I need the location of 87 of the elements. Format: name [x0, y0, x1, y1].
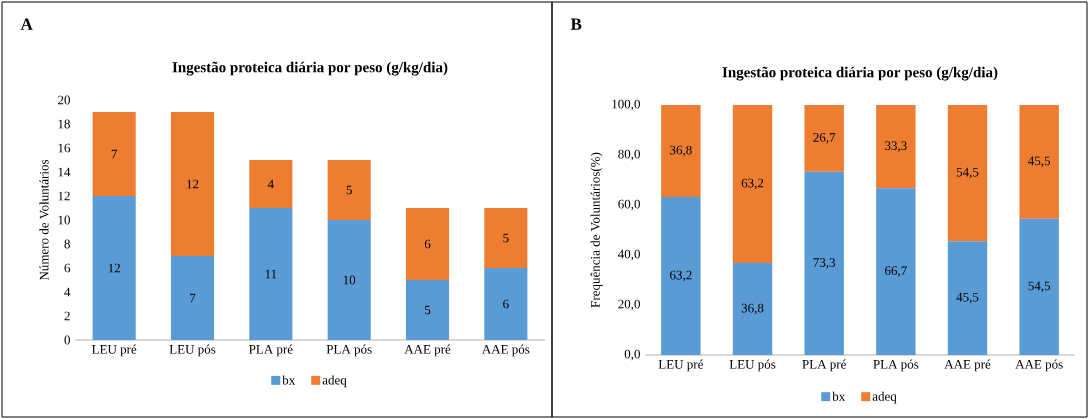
legend-label: adeq [322, 375, 347, 388]
legend-label: adeq [872, 391, 897, 404]
x-tick-label: PLA pós [326, 344, 372, 357]
data-label: 26,7 [813, 133, 836, 144]
x-tick-label: PLA pós [873, 359, 919, 372]
bar [732, 263, 773, 355]
bar [947, 105, 988, 242]
y-tick-label: 12 [58, 191, 70, 201]
y-tick-label: 14 [58, 167, 71, 177]
x-tick-label: PLA pré [249, 344, 293, 357]
y-tick-label: 20,0 [618, 299, 640, 311]
bar [170, 256, 215, 340]
chart-title: Ingestão proteica diária por peso (g/kg/dia) [172, 61, 448, 76]
bar [249, 208, 293, 340]
text: B [570, 18, 582, 30]
data-label: 7 [190, 293, 196, 303]
text: A [20, 18, 33, 30]
data-label: 12 [187, 179, 199, 189]
y-axis-title: Número de Voluntários [39, 159, 49, 281]
bar [661, 197, 701, 355]
bar [1019, 218, 1059, 355]
x-tick-label: LEU pós [169, 344, 216, 357]
legend-label: bx [832, 391, 846, 401]
y-tick-label: 16 [58, 143, 71, 153]
x-tick-label: AAE pós [481, 344, 530, 357]
y-tick-label: 4 [64, 287, 71, 297]
data-label: 6 [424, 239, 431, 249]
bar [804, 105, 844, 172]
bar [327, 220, 371, 340]
chart-title: Ingestão proteica diária por peso (g/kg/dia) [722, 66, 998, 81]
y-tick-label: 18 [58, 119, 70, 129]
bar [947, 241, 988, 355]
data-label: 45,5 [956, 292, 979, 304]
bar [1019, 105, 1059, 219]
data-label: 73,3 [813, 258, 836, 269]
bar [484, 268, 528, 340]
data-label: 5 [503, 233, 509, 243]
y-tick-label: 0 [64, 335, 70, 345]
x-tick-label: LEU pré [91, 344, 137, 357]
y-tick-label: 8 [64, 239, 70, 249]
data-label: 11 [265, 269, 277, 279]
bar [661, 105, 701, 197]
data-label: 54,5 [956, 167, 979, 179]
data-label: 54,5 [1028, 281, 1051, 293]
bar [92, 112, 136, 196]
bar [732, 105, 773, 263]
data-label: 33,3 [885, 141, 907, 152]
data-label: 45,5 [1028, 156, 1051, 168]
bar [804, 171, 844, 355]
data-label: 12 [108, 263, 120, 273]
data-label: 4 [267, 179, 274, 189]
bar [405, 280, 450, 340]
data-label: 63,2 [670, 270, 692, 282]
data-label: 7 [111, 149, 118, 159]
data-label: 6 [503, 299, 509, 309]
y-tick-label: 100,0 [612, 99, 640, 111]
y-tick-label: 80,0 [618, 149, 640, 161]
bar [249, 160, 293, 208]
x-tick-label: PLA pré [802, 359, 846, 372]
y-tick-label: 60,0 [618, 199, 640, 211]
y-tick-label: 20 [58, 95, 70, 105]
data-label: 36,8 [670, 145, 692, 157]
data-label: 63,2 [741, 178, 764, 190]
x-tick-label: LEU pós [729, 359, 776, 372]
y-axis-title: Frequência de Voluntários(%) [590, 152, 603, 308]
y-tick-label: 2 [64, 311, 70, 321]
data-label: 5 [425, 305, 431, 315]
data-label: 36,8 [741, 303, 764, 315]
bar [405, 208, 450, 280]
data-label: 10 [343, 275, 356, 285]
x-tick-label: AAE pós [1015, 359, 1063, 372]
bar [876, 105, 916, 189]
x-tick-label: LEU pré [658, 359, 703, 372]
bar [92, 196, 136, 340]
y-tick-label: 10 [58, 215, 70, 225]
bar [876, 188, 916, 355]
x-tick-label: AAE pré [404, 344, 451, 357]
data-label: 66,7 [885, 266, 907, 277]
y-tick-label: 40,0 [617, 249, 640, 261]
y-tick-label: 6 [64, 263, 71, 273]
legend-label: bx [282, 375, 296, 385]
y-tick-label: 0,0 [624, 349, 640, 361]
bar [327, 160, 371, 220]
x-tick-label: AAE pré [944, 359, 991, 372]
bar [484, 208, 528, 268]
bar [170, 112, 215, 256]
data-label: 5 [346, 185, 352, 195]
